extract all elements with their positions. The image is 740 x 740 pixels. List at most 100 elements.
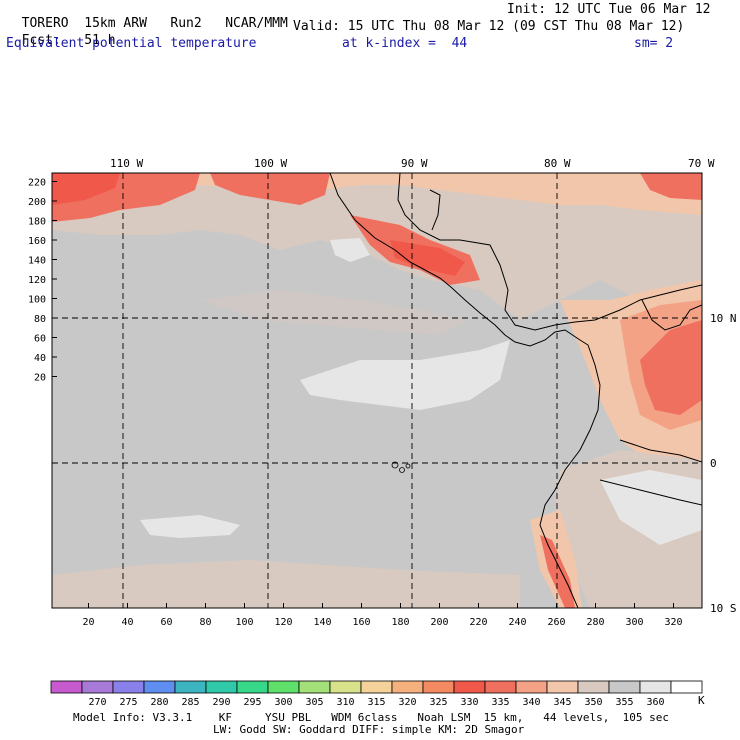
level-info: at k-index = 44 [342, 36, 468, 51]
x-tick-label: 160 [352, 617, 370, 628]
x-axis: 20 40 60 80 100 120 140 160 180 200 220 240 260 280 30… [82, 603, 683, 628]
x-tick-label: 80 [199, 617, 211, 628]
colorbar-swatch [577, 680, 610, 694]
colorbar-swatch [546, 680, 579, 694]
right-latitude-labels: 10 N 0 10 S [710, 312, 737, 615]
colorbar-label: 345 [553, 697, 571, 708]
colorbar-label: 360 [646, 697, 664, 708]
colorbar: 270 275 280 285 290 295 300 305 310 315 320 325 330 3… [50, 680, 703, 708]
x-tick-label: 100 [235, 617, 253, 628]
field-patch-guatemala-core [390, 240, 465, 276]
y-tick-label: 80 [34, 314, 46, 325]
coastlines [329, 173, 702, 608]
smoothing-info: sm= 2 [634, 36, 674, 51]
top-longitude-labels: 110 W 100 W 90 W 80 W 70 W [110, 157, 715, 170]
field-region-mid [200, 290, 470, 335]
header-line-1: TORERO 15km ARW Run2 NCAR/MMM [6, 3, 288, 31]
colorbar-swatch [639, 680, 672, 694]
colorbar-label: 305 [305, 697, 323, 708]
colorbar-label: 330 [460, 697, 478, 708]
lat-label-0: 0 [710, 457, 717, 470]
y-tick-label: 60 [34, 334, 46, 345]
forecast-hour: 51 h [84, 33, 116, 48]
colorbar-label: 310 [336, 697, 354, 708]
y-tick-label: 40 [34, 353, 46, 364]
colorbar-swatch [236, 680, 269, 694]
lat-label-10s: 10 S [710, 602, 737, 615]
field-patch-ocean-cool-1 [300, 340, 510, 410]
colorbar-swatch [143, 680, 176, 694]
x-tick-label: 140 [313, 617, 331, 628]
colorbar-swatch [391, 680, 424, 694]
lon-label-80w: 80 W [544, 157, 571, 170]
colorbar-swatch [670, 680, 703, 694]
lat-label-10n: 10 N [710, 312, 737, 325]
colorbar-swatch [360, 680, 393, 694]
colorbar-swatch [81, 680, 114, 694]
y-tick-label: 220 [28, 178, 46, 189]
x-tick-label: 300 [625, 617, 643, 628]
y-tick-label: 120 [28, 275, 46, 286]
y-axis: 220 200 180 160 140 120 100 80 60 40 20 [28, 178, 57, 384]
init-time: Init: 12 UTC Tue 06 Mar 12 [507, 2, 711, 17]
y-tick-label: 180 [28, 217, 46, 228]
y-tick-label: 140 [28, 256, 46, 267]
field-patch-nw-core [52, 173, 120, 205]
x-tick-label: 60 [160, 617, 172, 628]
colorbar-label: 320 [398, 697, 416, 708]
colorbar-label: 350 [584, 697, 602, 708]
colorbar-label: 300 [274, 697, 292, 708]
colorbar-label: 270 [88, 697, 106, 708]
field-patch-ne [640, 173, 702, 200]
colorbar-label: 280 [150, 697, 168, 708]
colorbar-label: 285 [181, 697, 199, 708]
field-region-amazon-cool [600, 470, 702, 545]
x-tick-label: 180 [391, 617, 409, 628]
colorbar-swatch [608, 680, 641, 694]
colorbar-label: 275 [119, 697, 137, 708]
field-name: Equivalent potential temperature [6, 36, 257, 51]
y-tick-label: 160 [28, 236, 46, 247]
x-tick-label: 40 [121, 617, 133, 628]
field-patch-north [210, 173, 330, 205]
colorbar-swatch [422, 680, 455, 694]
galapagos-islands [391, 461, 411, 473]
map-frame [51, 172, 703, 609]
colorbar-swatch [174, 680, 207, 694]
y-tick-label: 100 [28, 295, 46, 306]
lat-lon-grid [52, 173, 702, 608]
colorbar-swatch [50, 680, 83, 694]
lon-label-100w: 100 W [254, 157, 287, 170]
field-region-south [52, 560, 520, 608]
colorbar-swatch [205, 680, 238, 694]
valid-time: Valid: 15 UTC Thu 08 Mar 12 (09 CST Thu … [293, 19, 685, 34]
colorbar-label: 335 [491, 697, 509, 708]
colorbar-swatch [267, 680, 300, 694]
colorbar-swatch [453, 680, 486, 694]
field-patch-colombia [640, 320, 702, 415]
x-tick-label: 220 [469, 617, 487, 628]
model-name: TORERO [21, 16, 69, 31]
organization: NCAR/MMM [225, 16, 288, 31]
resolution: 15km ARW [84, 16, 147, 31]
field-patch-ocean-cool-2 [330, 238, 370, 262]
x-tick-label: 260 [547, 617, 565, 628]
lon-label-90w: 90 W [401, 157, 428, 170]
field-patch-ocean-cool-3 [140, 515, 240, 538]
forecast-label: Fcst: [21, 33, 61, 48]
physics-info: LW: Godd SW: Goddard DIFF: simple KM: 2D… [213, 723, 525, 736]
colorbar-label: 325 [429, 697, 447, 708]
header-line-2: Fcst: 51 h [6, 20, 116, 48]
theta-e-field [52, 173, 702, 608]
run-name: Run2 [170, 16, 202, 31]
colorbar-swatch [112, 680, 145, 694]
colorbar-swatch [329, 680, 362, 694]
colorbar-unit: K [698, 694, 705, 707]
field-patch-peru [540, 535, 575, 608]
lon-label-110w: 110 W [110, 157, 143, 170]
x-tick-label: 200 [430, 617, 448, 628]
x-tick-label: 320 [664, 617, 682, 628]
colorbar-label: 315 [367, 697, 385, 708]
x-tick-label: 280 [586, 617, 604, 628]
